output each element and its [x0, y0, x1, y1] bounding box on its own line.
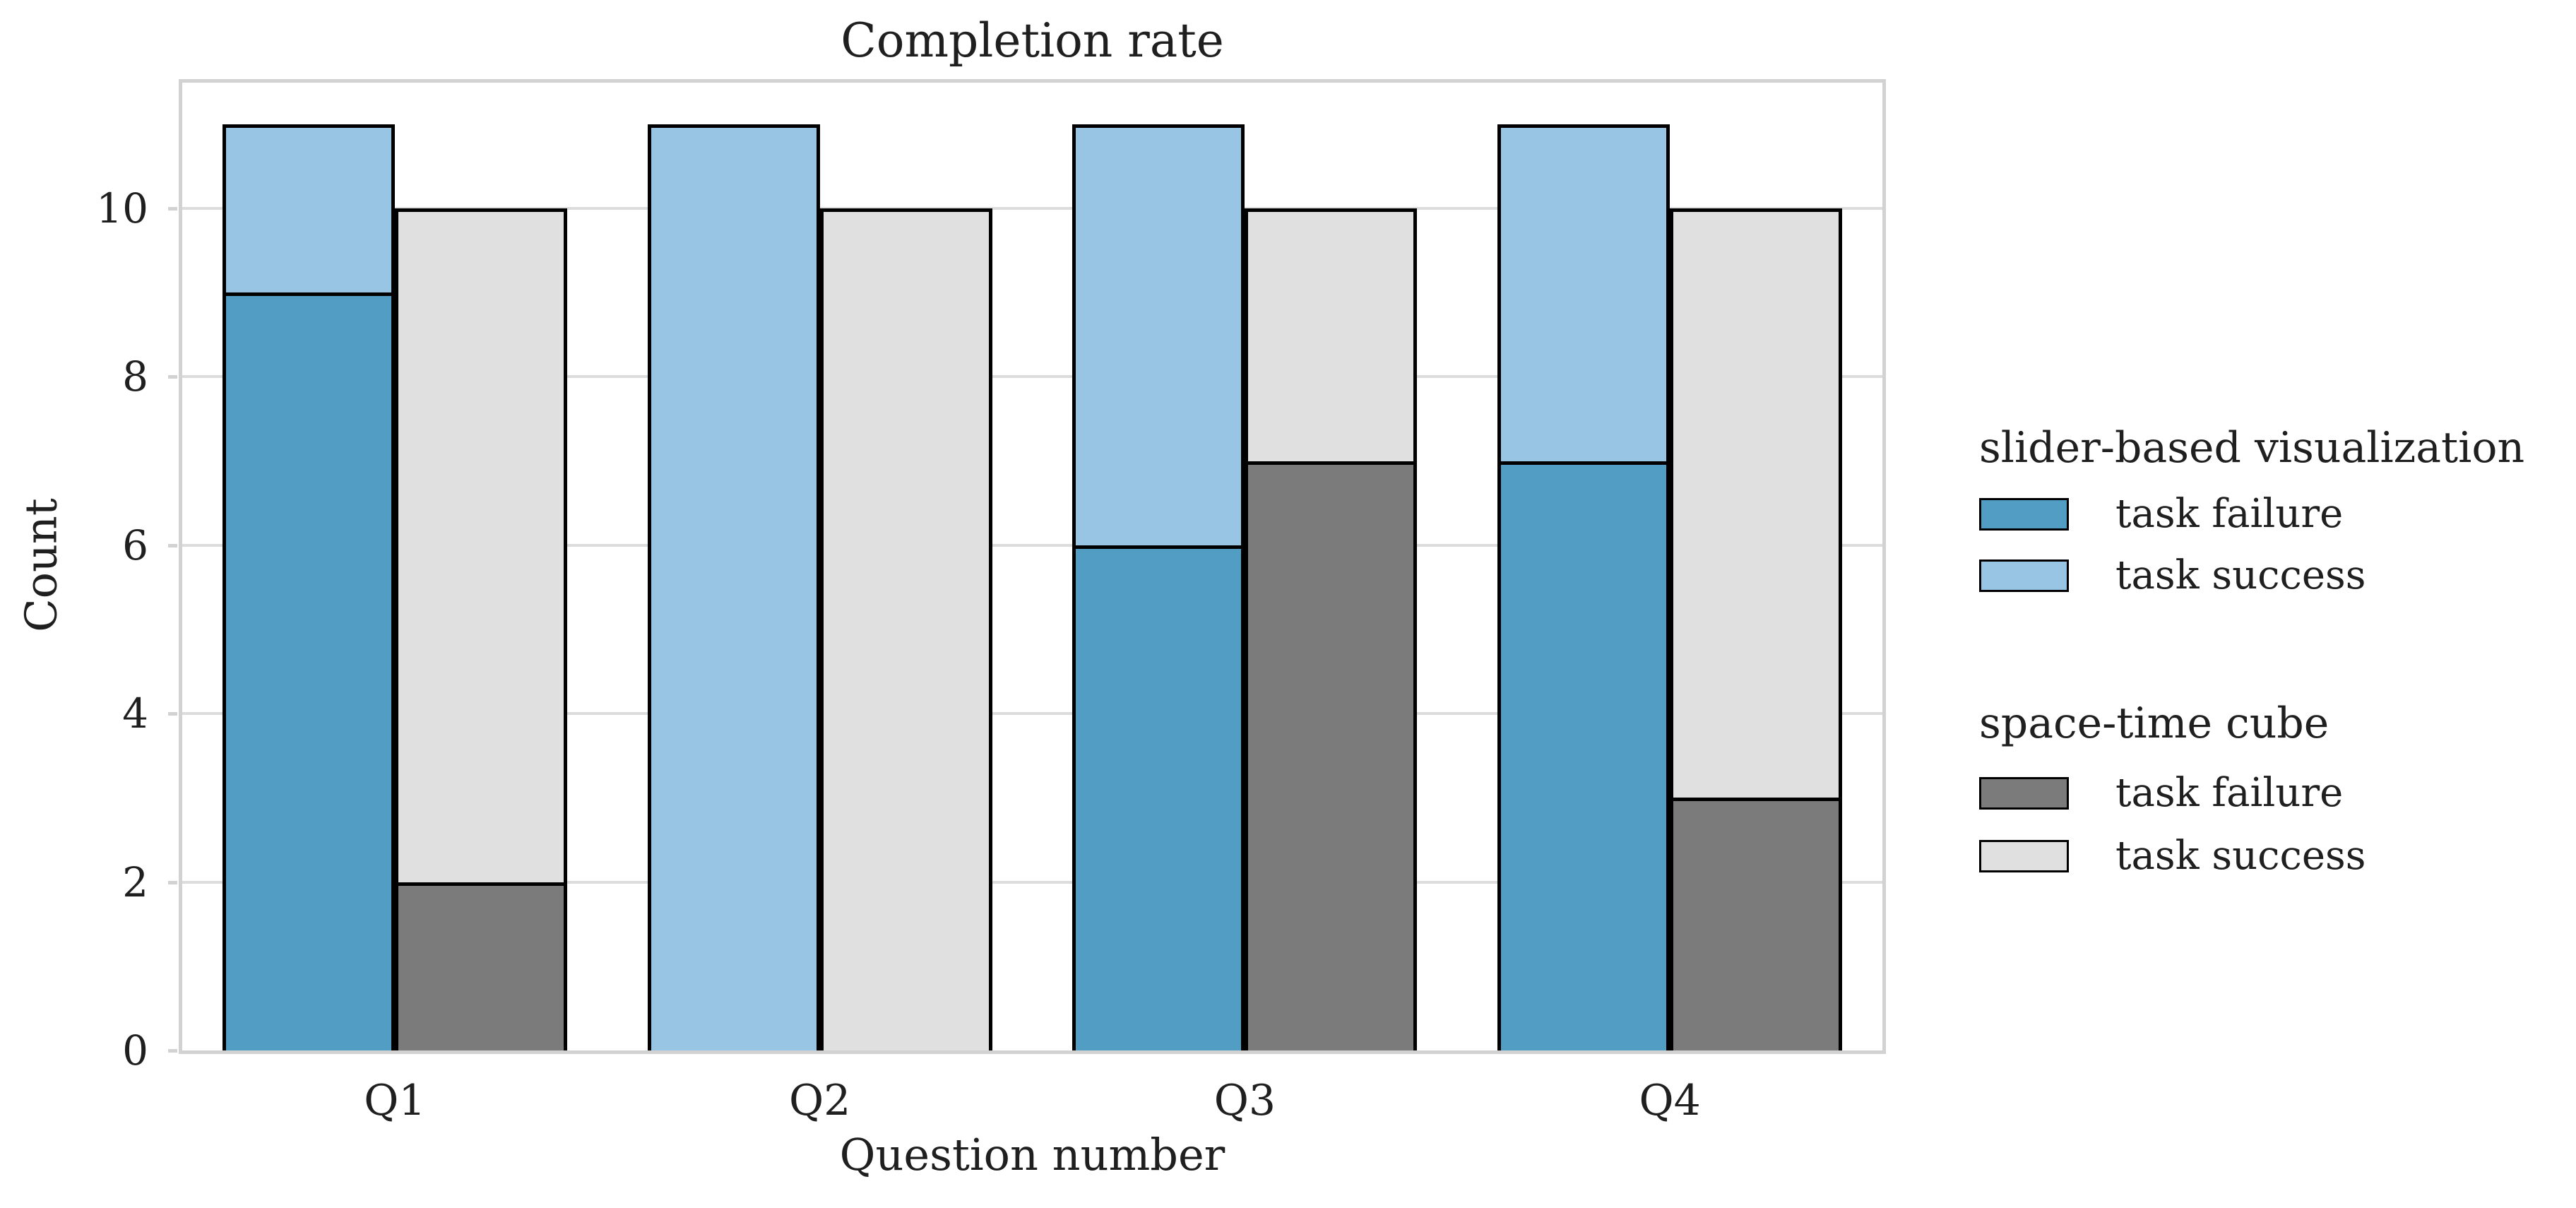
x-tick-label-q2: Q2 [788, 1076, 851, 1125]
x-tick-label-q3: Q3 [1213, 1076, 1276, 1125]
gridline [182, 207, 1882, 210]
legend-group-title: slider-based visualization [1979, 423, 2525, 473]
y-tick-label: 2 [122, 858, 148, 906]
legend-item-label: task failure [2115, 491, 2344, 537]
legend-swatch [1979, 777, 2069, 810]
bar-q3-slider [1072, 124, 1245, 1050]
plot-area [179, 79, 1886, 1054]
gridline [182, 375, 1882, 379]
bar-segment-task-failure [1673, 798, 1839, 1050]
bar-q1-cube [394, 208, 567, 1050]
gridline [182, 712, 1882, 716]
bar-q2-cube [819, 208, 992, 1050]
legend-swatch [1979, 840, 2069, 872]
legend-item: task failure [1979, 491, 2344, 537]
legend-swatch [1979, 559, 2069, 592]
y-tick-label: 0 [122, 1026, 148, 1074]
legend: slider-based visualization task failure ta… [1978, 0, 2576, 1208]
legend-item-label: task failure [2115, 770, 2344, 816]
y-tick-label: 8 [122, 353, 148, 401]
x-tick-label-q4: Q4 [1639, 1076, 1701, 1125]
bar-segment-task-failure [1076, 545, 1242, 1050]
x-axis-label: Question number [839, 1129, 1225, 1180]
bar-q3-cube [1245, 208, 1418, 1050]
y-tick-mark [168, 207, 177, 211]
y-tick-label: 6 [122, 521, 148, 569]
chart-title: Completion rate [841, 13, 1224, 68]
bar-segment-task-failure [1248, 461, 1414, 1050]
bar-q1-slider [222, 124, 395, 1050]
y-tick-mark [168, 1049, 177, 1053]
y-tick-label: 4 [122, 689, 148, 738]
y-tick-mark [168, 543, 177, 547]
gridline [182, 543, 1882, 547]
y-tick-mark [168, 375, 177, 379]
legend-item: task success [1979, 552, 2366, 598]
legend-item-label: task success [2115, 552, 2366, 598]
legend-item-label: task success [2115, 833, 2366, 879]
y-tick-mark [168, 880, 177, 884]
legend-group-title: space-time cube [1979, 699, 2329, 748]
legend-swatch [1979, 498, 2069, 531]
y-tick-label: 10 [96, 184, 148, 232]
bar-segment-task-failure [1501, 461, 1667, 1050]
y-tick-mark [168, 712, 177, 716]
legend-item: task success [1979, 833, 2366, 879]
x-tick-label-q1: Q1 [364, 1076, 426, 1125]
gridline [182, 880, 1882, 884]
bar-q4-slider [1497, 124, 1670, 1050]
legend-item: task failure [1979, 770, 2344, 816]
bar-q4-cube [1670, 208, 1843, 1050]
bar-q2-slider [647, 124, 820, 1050]
bar-segment-task-failure [398, 882, 564, 1050]
bar-segment-task-failure [225, 292, 391, 1050]
